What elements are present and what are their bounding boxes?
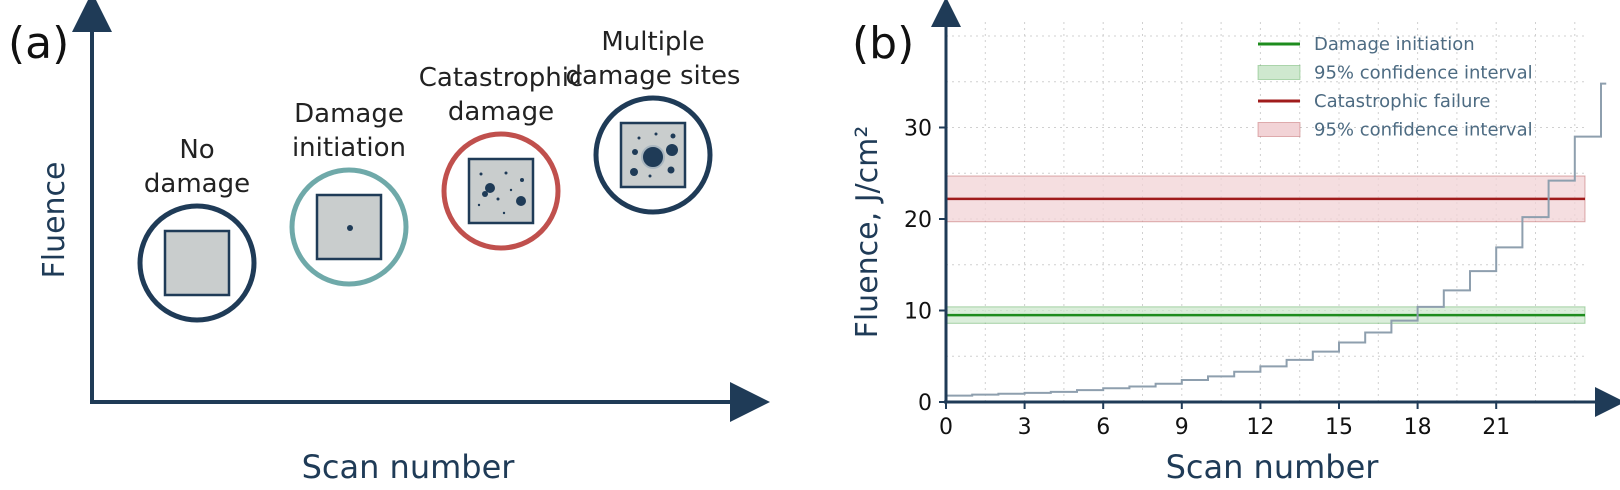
- damage-dot: [485, 183, 495, 193]
- damage-dot: [496, 197, 500, 201]
- threshold-lines: [946, 197, 1585, 317]
- damage-dot: [637, 136, 641, 140]
- damage-dot: [667, 166, 675, 174]
- y-tick-label: 20: [904, 208, 932, 233]
- stage-no-damage: No damage: [137, 135, 257, 323]
- stage-damage-initiation: Damage initiation: [289, 99, 409, 287]
- stage-catastrophic-damage-label-line: Catastrophic: [419, 63, 583, 93]
- damage-dot: [516, 196, 526, 206]
- stage-catastrophic-damage-damage-marks: [477, 171, 526, 215]
- legend-entry-green-line: Damage initiation: [1258, 34, 1475, 55]
- damage-dot: [509, 188, 513, 192]
- panel-a: (a) Fluence Scan number No damage Damage in…: [8, 0, 770, 486]
- damage-dot: [648, 174, 652, 178]
- stage-damage-initiation-label-line: initiation: [292, 133, 406, 163]
- stage-catastrophic-damage-label-line: damage: [448, 97, 554, 127]
- legend: Damage initiation 95% confidence interval…: [1257, 34, 1533, 141]
- damage-dot: [482, 191, 488, 197]
- y-tick-label: 0: [918, 391, 932, 416]
- legend-label: 95% confidence interval: [1314, 120, 1533, 141]
- stage-multiple-damage-sites-label-line: Multiple: [601, 27, 704, 57]
- damage-crater: [641, 145, 665, 169]
- legend-label: Catastrophic failure: [1314, 91, 1490, 112]
- damage-dot: [347, 225, 353, 231]
- damage-dot: [670, 133, 676, 139]
- legend-entry-red-line: Catastrophic failure: [1258, 91, 1490, 112]
- x-tick-label: 15: [1325, 415, 1353, 440]
- legend-label: Damage initiation: [1314, 34, 1475, 55]
- y-tick-label: 10: [904, 300, 932, 325]
- legend-swatch-band: [1257, 122, 1301, 137]
- damage-dot: [654, 132, 658, 136]
- stage-multiple-damage-sites: Multiple damage sites: [566, 27, 741, 215]
- panel-a-label: (a): [8, 18, 69, 69]
- panel-a-ylabel: Fluence: [37, 161, 72, 278]
- damage-dot: [520, 178, 524, 182]
- damage-dot: [477, 203, 481, 207]
- stage-damage-initiation-label-line: Damage: [294, 99, 404, 129]
- panel-b-xlabel: Scan number: [1166, 448, 1380, 486]
- stage-multiple-damage-sites-label-line: damage sites: [566, 61, 741, 91]
- x-tick-label: 9: [1175, 415, 1189, 440]
- stage-no-damage-label-line: damage: [144, 169, 250, 199]
- damage-dot: [666, 144, 678, 156]
- panel-b-ylabel: Fluence, J/cm²: [850, 126, 885, 339]
- stages: NodamageDamageinitiationCatastrophicdama…: [137, 27, 741, 323]
- stage-catastrophic-damage-sample: [467, 157, 535, 225]
- x-tick-label: 21: [1482, 415, 1510, 440]
- damage-dot: [479, 172, 483, 176]
- y-tick-label: 30: [904, 117, 932, 142]
- damage-dot: [504, 171, 508, 175]
- damage-dot: [502, 211, 506, 215]
- stage-no-damage-sample: [163, 229, 231, 297]
- x-tick-label: 18: [1404, 415, 1432, 440]
- x-tick-label: 0: [939, 415, 953, 440]
- damage-dot: [630, 168, 638, 176]
- legend-swatch-band: [1257, 65, 1301, 80]
- stage-multiple-damage-sites-damage-marks: [630, 132, 678, 178]
- panel-a-xlabel: Scan number: [302, 448, 516, 486]
- x-ticks: 0 3 6 9 12 15 18 21: [939, 402, 1510, 440]
- stage-no-damage-label-line: No: [179, 135, 214, 165]
- stage-catastrophic-damage: Catastrophic damage: [419, 63, 583, 251]
- legend-entry-green-band: 95% confidence interval: [1257, 63, 1533, 84]
- legend-entry-red-band: 95% confidence interval: [1257, 120, 1533, 141]
- x-tick-label: 6: [1096, 415, 1110, 440]
- x-tick-label: 12: [1246, 415, 1274, 440]
- fluence-step-series: [946, 82, 1607, 397]
- legend-label: 95% confidence interval: [1314, 63, 1533, 84]
- y-ticks: 0 10 20 30: [904, 117, 946, 416]
- panel-b-label: (b): [852, 18, 914, 69]
- stage-damage-initiation-damage-marks: [347, 225, 353, 231]
- x-tick-label: 3: [1018, 415, 1032, 440]
- damage-dot: [632, 149, 638, 155]
